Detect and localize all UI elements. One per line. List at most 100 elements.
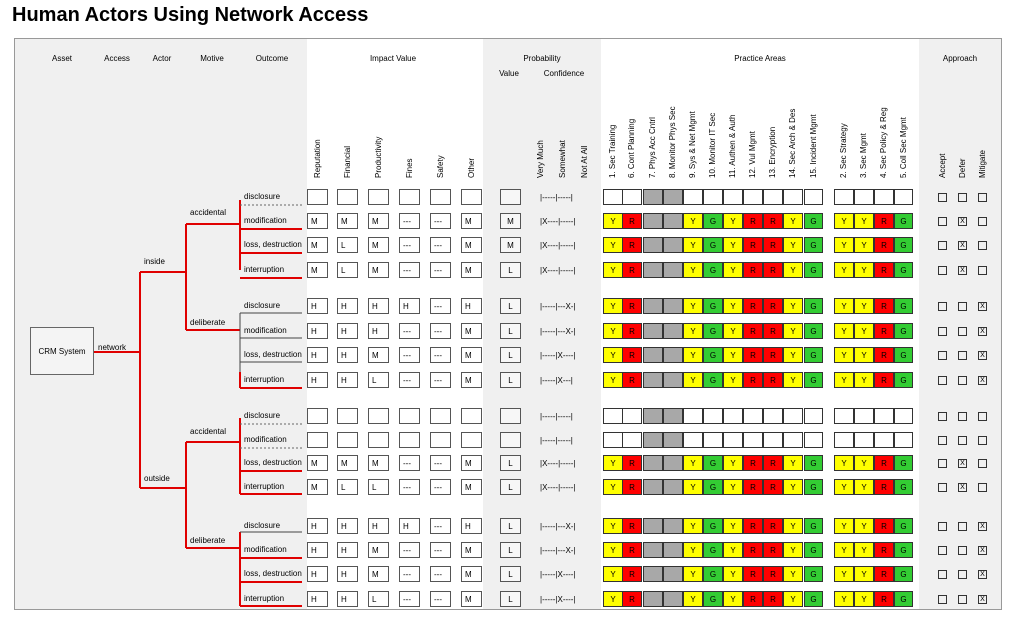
- impact-value-box[interactable]: ---: [430, 347, 451, 363]
- practice-area-cell[interactable]: Y: [723, 237, 743, 253]
- confidence-scale[interactable]: |X----|-----|: [540, 266, 576, 275]
- practice-area-cell[interactable]: Y: [783, 372, 803, 388]
- practice-area-cell[interactable]: Y: [603, 262, 623, 278]
- practice-area-cell[interactable]: R: [622, 591, 642, 607]
- impact-value-box[interactable]: H: [337, 542, 358, 558]
- impact-value-box[interactable]: L: [368, 591, 389, 607]
- practice-area-cell[interactable]: R: [763, 455, 783, 471]
- practice-area-cell[interactable]: G: [703, 237, 723, 253]
- practice-area-cell[interactable]: Y: [783, 566, 803, 582]
- practice-area-cell[interactable]: Y: [683, 372, 703, 388]
- impact-value-box[interactable]: H: [368, 298, 389, 314]
- practice-area-cell[interactable]: G: [804, 372, 823, 388]
- practice-area-cell[interactable]: R: [622, 323, 642, 339]
- impact-value-box[interactable]: M: [307, 213, 328, 229]
- practice-area-cell[interactable]: [663, 347, 683, 363]
- impact-value-box[interactable]: M: [368, 213, 389, 229]
- practice-area-cell[interactable]: Y: [683, 542, 703, 558]
- practice-area-cell[interactable]: G: [804, 323, 823, 339]
- practice-area-cell[interactable]: G: [894, 237, 913, 253]
- probability-value-box[interactable]: [500, 189, 521, 205]
- practice-area-cell[interactable]: [804, 408, 823, 424]
- confidence-scale[interactable]: |-----|-----|: [540, 193, 573, 202]
- impact-value-box[interactable]: [307, 432, 328, 448]
- impact-value-box[interactable]: L: [368, 479, 389, 495]
- impact-value-box[interactable]: ---: [430, 262, 451, 278]
- practice-area-cell[interactable]: Y: [834, 213, 854, 229]
- impact-value-box[interactable]: H: [337, 566, 358, 582]
- practice-area-cell[interactable]: Y: [723, 298, 743, 314]
- approach-checkbox[interactable]: [958, 522, 967, 531]
- approach-checkbox[interactable]: [978, 193, 987, 202]
- practice-area-cell[interactable]: R: [874, 479, 894, 495]
- practice-area-cell[interactable]: [622, 189, 642, 205]
- probability-value-box[interactable]: L: [500, 347, 521, 363]
- practice-area-cell[interactable]: Y: [854, 542, 874, 558]
- practice-area-cell[interactable]: [783, 408, 803, 424]
- approach-checkbox[interactable]: [938, 193, 947, 202]
- practice-area-cell[interactable]: R: [622, 479, 642, 495]
- practice-area-cell[interactable]: Y: [603, 542, 623, 558]
- impact-value-box[interactable]: [430, 432, 451, 448]
- practice-area-cell[interactable]: Y: [603, 566, 623, 582]
- practice-area-cell[interactable]: Y: [834, 237, 854, 253]
- practice-area-cell[interactable]: R: [874, 323, 894, 339]
- approach-checkbox[interactable]: [938, 351, 947, 360]
- practice-area-cell[interactable]: R: [763, 542, 783, 558]
- probability-value-box[interactable]: [500, 432, 521, 448]
- practice-area-cell[interactable]: Y: [603, 479, 623, 495]
- probability-value-box[interactable]: L: [500, 566, 521, 582]
- practice-area-cell[interactable]: R: [763, 566, 783, 582]
- practice-area-cell[interactable]: R: [763, 347, 783, 363]
- practice-area-cell[interactable]: Y: [603, 518, 623, 534]
- practice-area-cell[interactable]: G: [894, 566, 913, 582]
- impact-value-box[interactable]: ---: [399, 591, 420, 607]
- impact-value-box[interactable]: H: [399, 298, 420, 314]
- impact-value-box[interactable]: ---: [430, 566, 451, 582]
- practice-area-cell[interactable]: Y: [854, 213, 874, 229]
- practice-area-cell[interactable]: Y: [723, 455, 743, 471]
- practice-area-cell[interactable]: R: [622, 455, 642, 471]
- practice-area-cell[interactable]: G: [894, 542, 913, 558]
- impact-value-box[interactable]: ---: [399, 479, 420, 495]
- approach-checkbox[interactable]: X: [978, 351, 987, 360]
- practice-area-cell[interactable]: [743, 189, 763, 205]
- impact-value-box[interactable]: H: [307, 542, 328, 558]
- practice-area-cell[interactable]: G: [894, 347, 913, 363]
- practice-area-cell[interactable]: [854, 432, 874, 448]
- probability-value-box[interactable]: L: [500, 542, 521, 558]
- impact-value-box[interactable]: M: [307, 479, 328, 495]
- practice-area-cell[interactable]: Y: [834, 347, 854, 363]
- impact-value-box[interactable]: ---: [430, 479, 451, 495]
- practice-area-cell[interactable]: [723, 189, 743, 205]
- impact-value-box[interactable]: ---: [430, 591, 451, 607]
- impact-value-box[interactable]: L: [337, 262, 358, 278]
- practice-area-cell[interactable]: Y: [854, 479, 874, 495]
- impact-value-box[interactable]: ---: [399, 262, 420, 278]
- practice-area-cell[interactable]: [723, 432, 743, 448]
- practice-area-cell[interactable]: [703, 189, 723, 205]
- impact-value-box[interactable]: H: [307, 298, 328, 314]
- approach-checkbox[interactable]: [938, 241, 947, 250]
- impact-value-box[interactable]: M: [337, 213, 358, 229]
- approach-checkbox[interactable]: [938, 217, 947, 226]
- practice-area-cell[interactable]: [874, 432, 894, 448]
- impact-value-box[interactable]: ---: [399, 323, 420, 339]
- approach-checkbox[interactable]: [978, 436, 987, 445]
- practice-area-cell[interactable]: Y: [683, 347, 703, 363]
- practice-area-cell[interactable]: G: [804, 347, 823, 363]
- practice-area-cell[interactable]: [643, 189, 663, 205]
- impact-value-box[interactable]: [399, 189, 420, 205]
- practice-area-cell[interactable]: [743, 408, 763, 424]
- impact-value-box[interactable]: [337, 432, 358, 448]
- approach-checkbox[interactable]: X: [978, 570, 987, 579]
- impact-value-box[interactable]: ---: [399, 566, 420, 582]
- practice-area-cell[interactable]: Y: [683, 455, 703, 471]
- practice-area-cell[interactable]: Y: [603, 347, 623, 363]
- impact-value-box[interactable]: ---: [430, 518, 451, 534]
- impact-value-box[interactable]: ---: [430, 237, 451, 253]
- practice-area-cell[interactable]: G: [894, 372, 913, 388]
- impact-value-box[interactable]: M: [461, 237, 482, 253]
- approach-checkbox[interactable]: [958, 351, 967, 360]
- impact-value-box[interactable]: H: [307, 518, 328, 534]
